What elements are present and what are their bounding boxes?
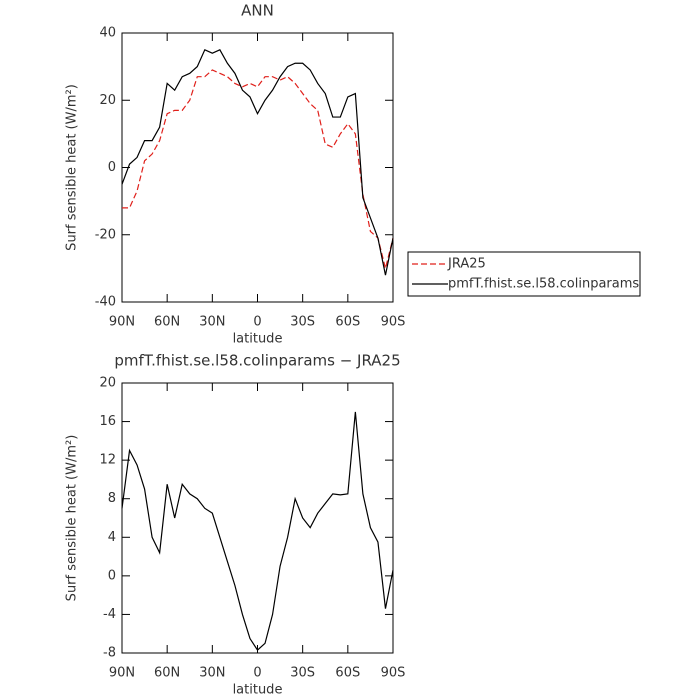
y-tick-label: -20 — [95, 227, 116, 242]
y-tick-label: 16 — [99, 414, 116, 429]
x-axis-label: latitude — [233, 683, 283, 698]
y-axis-label: Surf sensible heat (W/m²) — [65, 435, 80, 602]
x-tick-label: 90N — [109, 315, 135, 330]
series-line — [121, 49, 394, 276]
chart-title: pmfT.fhist.se.l58.colinparams − JRA25 — [114, 352, 400, 370]
y-tick-label: 8 — [108, 491, 116, 506]
series-line — [122, 69, 394, 269]
x-tick-label: 30S — [290, 315, 315, 330]
y-tick-label: 12 — [99, 453, 116, 468]
x-tick-label: 0 — [253, 315, 261, 330]
x-tick-label: 60S — [335, 315, 360, 330]
x-tick-label: 60N — [154, 315, 180, 330]
y-tick-label: 20 — [99, 93, 116, 108]
y-tick-label: -8 — [103, 646, 116, 661]
plot-frame — [121, 32, 394, 303]
legend-label: JRA25 — [447, 257, 486, 272]
y-tick-label: 0 — [108, 160, 116, 175]
y-axis-label: Surf sensible heat (W/m²) — [65, 84, 80, 251]
y-tick-label: -40 — [95, 295, 116, 310]
x-tick-label: 60S — [335, 666, 360, 681]
x-tick-label: 30N — [199, 666, 225, 681]
y-tick-label: -4 — [103, 607, 116, 622]
x-axis-label: latitude — [233, 332, 283, 347]
x-tick-label: 0 — [253, 666, 261, 681]
legend-label: pmfT.fhist.se.l58.colinparams — [448, 277, 639, 292]
y-tick-label: 4 — [108, 530, 116, 545]
x-tick-label: 90N — [109, 666, 135, 681]
x-tick-label: 60N — [154, 666, 180, 681]
series-line — [121, 411, 394, 652]
chart-title: ANN — [241, 2, 274, 20]
plot-frame — [121, 382, 394, 654]
x-tick-label: 30N — [199, 315, 225, 330]
y-tick-label: 0 — [108, 568, 116, 583]
y-tick-label: 40 — [99, 26, 116, 41]
legend-box — [407, 251, 641, 297]
x-tick-label: 30S — [290, 666, 315, 681]
y-tick-label: 20 — [99, 376, 116, 391]
x-tick-label: 90S — [381, 666, 406, 681]
x-tick-label: 90S — [381, 315, 406, 330]
